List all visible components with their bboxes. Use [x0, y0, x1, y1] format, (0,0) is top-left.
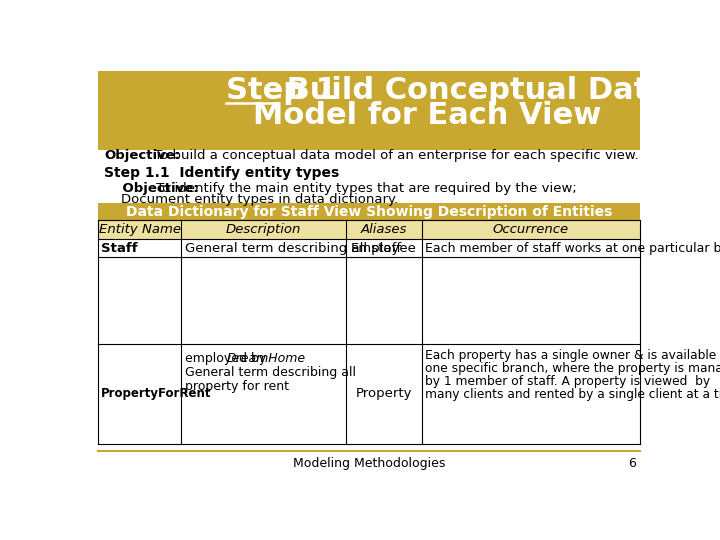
Text: employed by: employed by [184, 353, 270, 366]
Text: 6: 6 [629, 457, 636, 470]
Text: Model for Each View: Model for Each View [253, 101, 601, 130]
Text: General term describing all staff: General term describing all staff [184, 241, 400, 254]
Text: Staff: Staff [101, 241, 138, 254]
Text: Objective:: Objective: [104, 148, 180, 162]
Text: many clients and rented by a single client at a time: many clients and rented by a single clie… [425, 388, 720, 401]
Text: To identify the main entity types that are required by the view;: To identify the main entity types that a… [152, 182, 577, 195]
Text: Entity Name: Entity Name [99, 223, 181, 236]
Text: Property: Property [356, 387, 412, 400]
Text: Modeling Methodologies: Modeling Methodologies [293, 457, 445, 470]
FancyBboxPatch shape [98, 71, 640, 150]
Text: property for rent: property for rent [184, 380, 289, 393]
Text: To build a conceptual data model of an enterprise for each specific view.: To build a conceptual data model of an e… [150, 148, 639, 162]
Text: Each property has a single owner & is available  at: Each property has a single owner & is av… [425, 349, 720, 362]
Text: General term describing all: General term describing all [184, 366, 356, 379]
Text: Build Conceptual Data: Build Conceptual Data [276, 76, 669, 105]
Text: one specific branch, where the property is managed: one specific branch, where the property … [425, 362, 720, 375]
Text: Aliases: Aliases [361, 223, 407, 236]
FancyBboxPatch shape [98, 220, 640, 239]
Text: Document entity types in data dictionary.: Document entity types in data dictionary… [104, 193, 398, 206]
Text: by 1 member of staff. A property is viewed  by: by 1 member of staff. A property is view… [425, 375, 710, 388]
Text: Description: Description [226, 223, 301, 236]
FancyBboxPatch shape [98, 204, 640, 220]
Text: Each member of staff works at one particular branch: Each member of staff works at one partic… [425, 241, 720, 254]
Text: Employee: Employee [351, 241, 417, 254]
Text: DreamHome: DreamHome [226, 353, 305, 366]
Text: Occurrence: Occurrence [493, 223, 569, 236]
Text: Step 1: Step 1 [225, 76, 336, 105]
Text: Step 1.1  Identify entity types: Step 1.1 Identify entity types [104, 166, 339, 180]
Text: Objective:: Objective: [104, 182, 199, 195]
Text: PropertyForRent: PropertyForRent [101, 387, 212, 400]
Text: Data Dictionary for Staff View Showing Description of Entities: Data Dictionary for Staff View Showing D… [126, 205, 612, 219]
